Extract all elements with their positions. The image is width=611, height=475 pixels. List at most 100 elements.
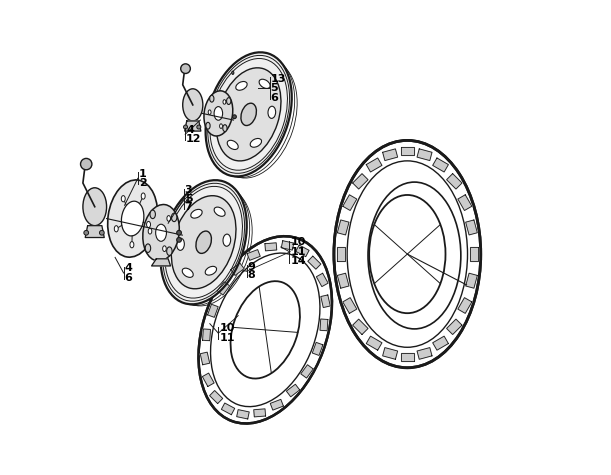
Ellipse shape xyxy=(206,123,210,129)
Polygon shape xyxy=(401,147,414,155)
Ellipse shape xyxy=(84,230,89,235)
Ellipse shape xyxy=(156,224,166,241)
Polygon shape xyxy=(247,250,260,260)
Polygon shape xyxy=(221,403,235,415)
Polygon shape xyxy=(337,273,349,288)
Text: 8: 8 xyxy=(247,270,255,280)
Ellipse shape xyxy=(205,266,216,275)
Polygon shape xyxy=(382,149,398,161)
Ellipse shape xyxy=(122,196,125,202)
Polygon shape xyxy=(466,273,477,288)
Ellipse shape xyxy=(171,196,236,289)
Polygon shape xyxy=(236,409,249,419)
Polygon shape xyxy=(401,352,414,361)
Polygon shape xyxy=(353,174,368,189)
Polygon shape xyxy=(417,348,432,359)
Ellipse shape xyxy=(223,125,227,132)
Ellipse shape xyxy=(223,100,226,104)
Ellipse shape xyxy=(147,221,150,228)
Ellipse shape xyxy=(148,228,152,234)
Ellipse shape xyxy=(181,64,191,74)
Polygon shape xyxy=(466,220,477,235)
Ellipse shape xyxy=(196,231,211,253)
Ellipse shape xyxy=(232,71,234,75)
Ellipse shape xyxy=(83,188,106,226)
Polygon shape xyxy=(337,247,345,261)
Text: 5: 5 xyxy=(271,83,278,93)
Ellipse shape xyxy=(81,158,92,170)
Ellipse shape xyxy=(197,125,201,129)
Ellipse shape xyxy=(204,91,233,136)
Ellipse shape xyxy=(177,238,185,250)
Polygon shape xyxy=(366,158,382,172)
Polygon shape xyxy=(433,336,448,350)
Polygon shape xyxy=(208,304,218,317)
Ellipse shape xyxy=(210,95,214,102)
Ellipse shape xyxy=(130,242,134,248)
Text: 1: 1 xyxy=(139,169,147,179)
Ellipse shape xyxy=(143,205,179,261)
Ellipse shape xyxy=(259,79,270,88)
Ellipse shape xyxy=(191,209,202,218)
Polygon shape xyxy=(185,121,201,131)
Ellipse shape xyxy=(108,180,158,257)
Ellipse shape xyxy=(100,230,104,235)
Ellipse shape xyxy=(205,52,291,176)
Polygon shape xyxy=(296,245,309,256)
Text: 4: 4 xyxy=(186,124,194,134)
Ellipse shape xyxy=(219,124,222,128)
Ellipse shape xyxy=(122,201,144,236)
Ellipse shape xyxy=(227,140,238,150)
Ellipse shape xyxy=(208,110,211,114)
Polygon shape xyxy=(343,298,357,314)
Text: 4: 4 xyxy=(125,263,133,273)
Ellipse shape xyxy=(268,106,276,118)
Polygon shape xyxy=(265,243,277,251)
Ellipse shape xyxy=(114,226,119,232)
Text: 2: 2 xyxy=(139,178,147,188)
Ellipse shape xyxy=(172,213,177,222)
Polygon shape xyxy=(447,319,462,334)
Ellipse shape xyxy=(241,103,257,125)
Polygon shape xyxy=(469,247,478,261)
Ellipse shape xyxy=(199,236,332,424)
Ellipse shape xyxy=(163,246,166,251)
Ellipse shape xyxy=(214,106,222,120)
Polygon shape xyxy=(218,282,230,295)
Polygon shape xyxy=(203,329,210,341)
Ellipse shape xyxy=(167,247,172,256)
Polygon shape xyxy=(231,263,244,276)
Ellipse shape xyxy=(183,89,203,121)
Text: 10: 10 xyxy=(219,323,235,333)
Text: 7: 7 xyxy=(185,202,192,212)
Polygon shape xyxy=(447,174,462,189)
Polygon shape xyxy=(382,348,398,359)
Polygon shape xyxy=(86,226,104,238)
Text: 12: 12 xyxy=(186,134,202,144)
Ellipse shape xyxy=(141,193,145,199)
Ellipse shape xyxy=(167,216,170,221)
Ellipse shape xyxy=(334,141,481,368)
Polygon shape xyxy=(287,384,299,397)
Ellipse shape xyxy=(230,281,300,379)
Ellipse shape xyxy=(187,199,189,202)
Polygon shape xyxy=(321,295,331,307)
Polygon shape xyxy=(152,259,170,266)
Polygon shape xyxy=(353,319,368,334)
Ellipse shape xyxy=(177,230,181,235)
Text: 13: 13 xyxy=(271,74,286,84)
Polygon shape xyxy=(254,409,266,417)
Polygon shape xyxy=(417,149,432,161)
Text: 11: 11 xyxy=(290,247,306,256)
Text: 6: 6 xyxy=(271,93,279,103)
Text: 6: 6 xyxy=(125,273,133,283)
Polygon shape xyxy=(433,158,448,172)
Polygon shape xyxy=(202,373,214,387)
Text: 3: 3 xyxy=(185,185,192,195)
Polygon shape xyxy=(458,298,472,314)
Polygon shape xyxy=(200,352,210,365)
Polygon shape xyxy=(281,241,294,250)
Ellipse shape xyxy=(183,125,188,129)
Polygon shape xyxy=(308,256,321,269)
Ellipse shape xyxy=(182,268,193,277)
